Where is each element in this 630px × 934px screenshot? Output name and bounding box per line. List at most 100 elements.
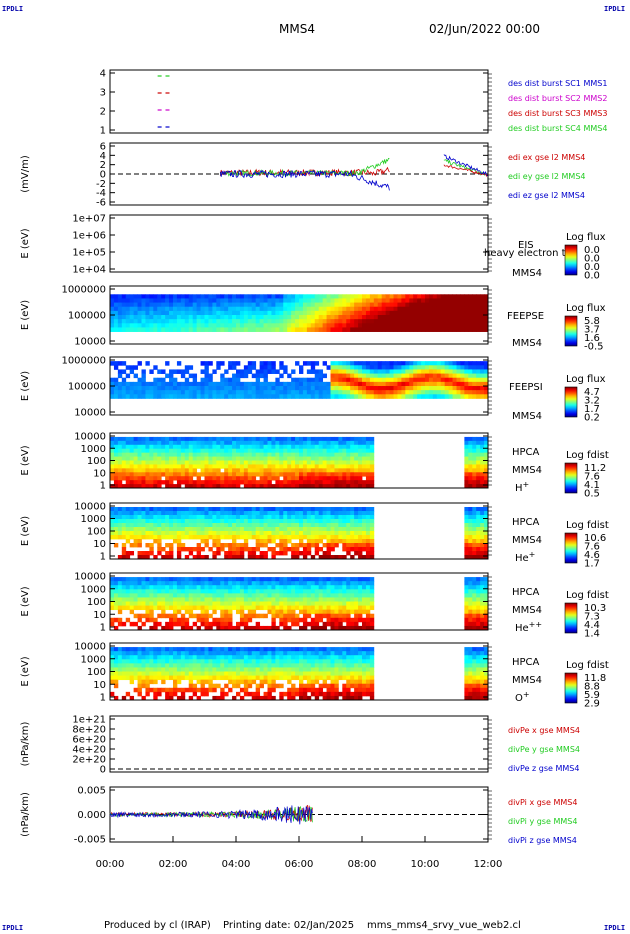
hpca_h-cell bbox=[180, 448, 186, 454]
feepsi-cell bbox=[476, 390, 481, 395]
hpca_o-cell bbox=[110, 655, 115, 660]
hpca_h-cell bbox=[236, 484, 241, 489]
hpca_o-cell bbox=[239, 647, 245, 652]
feepse-cell bbox=[472, 319, 477, 324]
hpca_h-cell bbox=[287, 464, 292, 469]
feepse-cell bbox=[322, 298, 327, 303]
hpca_h-cell bbox=[121, 440, 127, 446]
hpca_h-cell bbox=[121, 448, 127, 454]
hpca_o-cell bbox=[153, 691, 158, 697]
feepse-cell bbox=[480, 306, 485, 312]
hpca_hepp-cell bbox=[318, 593, 324, 598]
hpca_he-cell bbox=[259, 519, 264, 524]
hpca_o-cell bbox=[220, 687, 225, 693]
hpca_o-cell bbox=[247, 691, 253, 697]
hpca_o-cell bbox=[232, 671, 237, 676]
feepse-cell bbox=[350, 315, 355, 320]
hpca_hepp-cell bbox=[468, 617, 473, 623]
hpca_h-cell bbox=[275, 456, 280, 461]
hpca_he-cell bbox=[145, 519, 150, 524]
hpca_o-cell bbox=[196, 687, 201, 693]
feepse-cell bbox=[346, 298, 351, 303]
feepsi-cell bbox=[377, 365, 383, 370]
hpca_h-cell bbox=[180, 460, 186, 465]
hpca_hepp-cell bbox=[354, 621, 359, 627]
hpca_o-cell bbox=[220, 663, 225, 668]
hpca_hepp-cell bbox=[212, 597, 217, 602]
feepse-cell bbox=[180, 323, 186, 328]
feepsi-cell bbox=[373, 390, 379, 395]
hpca_o-cell bbox=[165, 691, 170, 697]
feepse-cell bbox=[196, 323, 201, 328]
feepse-cell bbox=[220, 315, 225, 320]
hpca_hepp-cell bbox=[145, 593, 150, 598]
feepsi-cell bbox=[117, 386, 123, 391]
hpca_h-cell bbox=[232, 468, 237, 473]
feepsi-cell bbox=[149, 381, 154, 387]
feepsi-cell bbox=[314, 394, 320, 399]
hpca_he-cell bbox=[279, 511, 284, 516]
hpca_h-cell bbox=[472, 472, 477, 477]
hpca_he-cell bbox=[358, 547, 363, 552]
hpca_h-cell bbox=[121, 436, 127, 442]
hpca_h-cell bbox=[287, 484, 292, 489]
feepsi-cell bbox=[299, 369, 304, 374]
feepsi-cell bbox=[180, 381, 186, 387]
hpca_h-cell bbox=[350, 464, 355, 469]
feepsi-cell bbox=[432, 365, 438, 370]
hpca_hepp-cell bbox=[480, 589, 485, 594]
hpca_he-cell bbox=[318, 511, 324, 516]
feepsi-cell bbox=[389, 381, 394, 387]
hpca_h-cell bbox=[271, 436, 276, 442]
hpca_he-cell bbox=[287, 539, 292, 544]
feepsi-cell bbox=[480, 377, 485, 383]
hpca_hepp-cell bbox=[362, 605, 367, 611]
hpca_he-cell bbox=[275, 535, 280, 540]
feepse-cell bbox=[436, 306, 442, 312]
feepse-cell bbox=[176, 319, 182, 324]
feepsi-cell bbox=[452, 373, 457, 379]
hpca_h-cell bbox=[484, 484, 489, 489]
feepse-cell bbox=[452, 306, 457, 312]
hpca_o-cell bbox=[212, 667, 217, 672]
hpca_h-cell bbox=[176, 448, 182, 454]
feepsi-cell bbox=[330, 394, 335, 399]
feepsi-cell bbox=[279, 394, 284, 399]
hpca_h-cell bbox=[358, 468, 363, 473]
feepsi-cell bbox=[161, 386, 166, 391]
feepse-cell bbox=[338, 315, 343, 320]
feepsi-cell bbox=[350, 373, 355, 379]
feepsi-cell bbox=[377, 377, 383, 383]
feepsi-cell bbox=[196, 381, 201, 387]
feepse-cell bbox=[314, 319, 320, 324]
hpca_h-cell bbox=[346, 444, 351, 450]
hpca_h-spectrogram bbox=[110, 436, 489, 489]
hpca_h-cell bbox=[208, 440, 213, 446]
hpca_he-cell bbox=[141, 551, 146, 556]
hpca_h-cell bbox=[117, 464, 123, 469]
hpca_hepp-cell bbox=[157, 605, 162, 611]
hpca_hepp-cell bbox=[200, 613, 205, 619]
corner-label-right: IPDLI bbox=[604, 5, 626, 13]
hpca_h-cell bbox=[180, 444, 186, 450]
hpca_h-cell bbox=[342, 460, 347, 465]
hpca_he-cell bbox=[169, 523, 174, 528]
hpca_hepp-cell bbox=[322, 597, 327, 602]
feepse-cell bbox=[180, 310, 186, 316]
eis-colorbar bbox=[564, 244, 578, 276]
hpca_hepp-cell bbox=[236, 621, 241, 627]
feepse-cell bbox=[121, 306, 127, 312]
hpca_hepp-cell bbox=[338, 613, 343, 619]
hpca_hepp-cell bbox=[121, 593, 127, 598]
hpca_o-cell bbox=[110, 659, 115, 664]
hpca_hepp-cell bbox=[318, 605, 324, 611]
feepse-cell bbox=[275, 306, 280, 312]
hpca_hepp-cell bbox=[358, 597, 363, 602]
hpca_hepp-cell bbox=[334, 601, 339, 606]
hpca_h-cell bbox=[129, 452, 135, 457]
feepsi-cell bbox=[236, 386, 241, 391]
hpca_hepp-cell bbox=[302, 581, 308, 586]
hpca_hepp-cell bbox=[204, 593, 209, 598]
feepsi-cell bbox=[358, 377, 363, 383]
feepse-cell bbox=[149, 302, 154, 308]
